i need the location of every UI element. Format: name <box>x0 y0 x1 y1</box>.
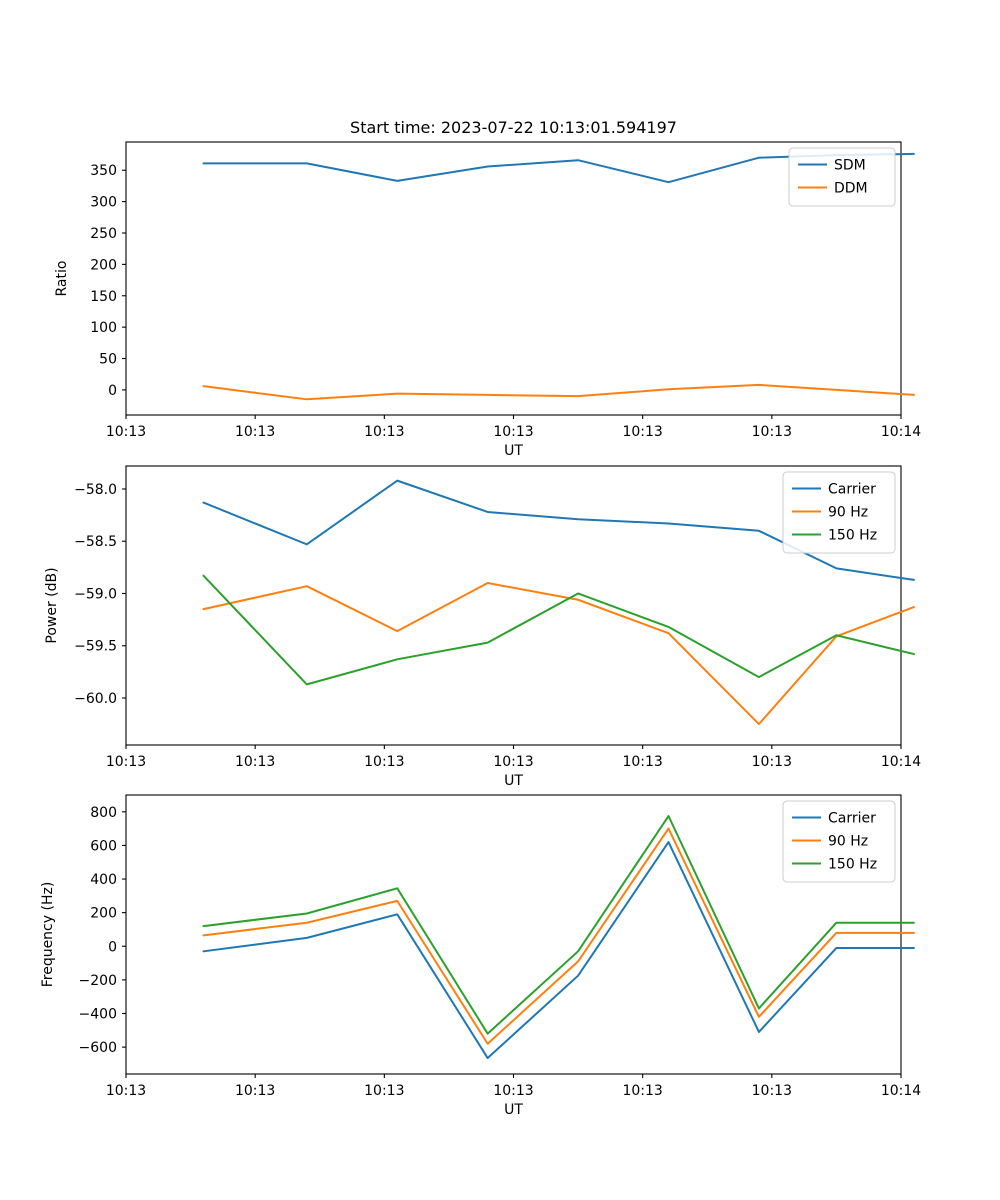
x-tick-label: 10:14 <box>881 754 921 770</box>
subplot-3: 10:13 10:13 10:13 10:13 10:13 10:13 10:14 UT −60… <box>40 794 921 1118</box>
x-tick-label: 10:13 <box>752 424 792 440</box>
x-tick-label: 10:13 <box>106 754 146 770</box>
x-tick-label: 10:13 <box>493 1083 533 1099</box>
series-line-carrier <box>202 841 915 1060</box>
subplot-2: 10:13 10:13 10:13 10:13 10:13 10:13 10:14 UT −60… <box>44 465 921 789</box>
x-tick-label: 10:13 <box>235 1083 275 1099</box>
legend-label-ddm: DDM <box>834 181 868 197</box>
y-tick-label: 350 <box>90 163 117 179</box>
legend-label-carrier: Carrier <box>828 482 876 498</box>
legend-label-carrier: Carrier <box>828 811 876 827</box>
legend-label-150-hz: 150 Hz <box>828 528 877 544</box>
y-axis-label: Ratio <box>54 261 70 297</box>
legend-1: SDM DDM <box>788 147 896 207</box>
y-tick-label: 300 <box>90 195 117 211</box>
x-tick-label: 10:13 <box>364 1083 404 1099</box>
x-axis-label: UT <box>504 443 523 459</box>
x-tick-label: 10:13 <box>235 424 275 440</box>
legend-3: Carrier 90 Hz 150 Hz <box>782 800 896 883</box>
x-tick-label: 10:13 <box>622 424 662 440</box>
x-tick-label: 10:13 <box>493 424 533 440</box>
legend-label-90-hz: 90 Hz <box>828 505 868 521</box>
legend-background <box>782 800 896 883</box>
legend-label-150-hz: 150 Hz <box>828 857 877 873</box>
series-line-90-hz <box>202 827 915 1045</box>
y-tick-label: 150 <box>90 289 117 305</box>
x-axis-label: UT <box>504 773 523 789</box>
x-tick-label: 10:13 <box>106 1083 146 1099</box>
figure-title: Start time: 2023-07-22 10:13:01.594197 <box>350 118 677 137</box>
y-tick-label: 200 <box>90 257 117 273</box>
legend-label-sdm: SDM <box>834 158 866 174</box>
y-tick-label: 0 <box>108 383 117 399</box>
series-line-150-hz <box>202 574 915 686</box>
x-tick-label: 10:13 <box>752 1083 792 1099</box>
y-tick-label: 0 <box>108 939 117 955</box>
y-tick-label: 100 <box>90 320 117 336</box>
x-tick-label: 10:13 <box>235 754 275 770</box>
x-tick-label: 10:13 <box>364 424 404 440</box>
series-line-90-hz <box>202 582 915 726</box>
series-line-150-hz <box>202 815 915 1035</box>
y-tick-label: −59.5 <box>74 639 117 655</box>
legend-background <box>788 147 896 207</box>
x-tick-label: 10:13 <box>622 754 662 770</box>
x-tick-label: 10:13 <box>493 754 533 770</box>
y-tick-label: −200 <box>79 973 117 989</box>
x-axis-label: UT <box>504 1102 523 1118</box>
legend-2: Carrier 90 Hz 150 Hz <box>782 471 896 554</box>
y-tick-label: −58.0 <box>74 482 117 498</box>
y-tick-label: −60.0 <box>74 691 117 707</box>
x-tick-label: 10:13 <box>622 1083 662 1099</box>
y-tick-label: 600 <box>90 838 117 854</box>
series-line-carrier <box>202 479 915 581</box>
y-axis-label: Power (dB) <box>44 567 60 643</box>
y-tick-label: −400 <box>79 1006 117 1022</box>
y-tick-label: −600 <box>79 1040 117 1056</box>
x-tick-label: 10:14 <box>881 424 921 440</box>
y-tick-label: 250 <box>90 226 117 242</box>
x-tick-label: 10:14 <box>881 1083 921 1099</box>
x-tick-label: 10:13 <box>106 424 146 440</box>
y-tick-label: −58.5 <box>74 534 117 550</box>
y-tick-label: 400 <box>90 872 117 888</box>
y-tick-label: 200 <box>90 906 117 922</box>
y-tick-label: 50 <box>99 352 117 368</box>
y-tick-label: 800 <box>90 805 117 821</box>
axes-frame <box>125 141 902 416</box>
y-tick-label: −59.0 <box>74 586 117 602</box>
x-tick-label: 10:13 <box>752 754 792 770</box>
x-tick-label: 10:13 <box>364 754 404 770</box>
series-line-ddm <box>202 383 915 401</box>
legend-label-90-hz: 90 Hz <box>828 834 868 850</box>
legend-background <box>782 471 896 554</box>
y-axis-label: Frequency (Hz) <box>40 882 56 988</box>
subplot-1: 10:13 10:13 10:13 10:13 10:13 10:13 10:14 UT 0 50… <box>54 141 921 459</box>
